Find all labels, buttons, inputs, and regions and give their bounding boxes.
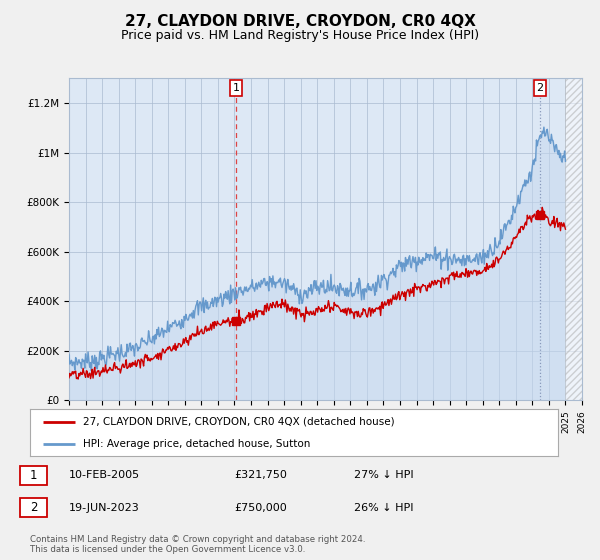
Text: Contains HM Land Registry data © Crown copyright and database right 2024.
This d: Contains HM Land Registry data © Crown c… <box>30 535 365 554</box>
Text: 1: 1 <box>233 83 239 93</box>
Text: £321,750: £321,750 <box>234 470 287 480</box>
Text: HPI: Average price, detached house, Sutton: HPI: Average price, detached house, Sutt… <box>83 438 310 449</box>
Text: £750,000: £750,000 <box>234 503 287 513</box>
Text: 2: 2 <box>30 501 37 515</box>
Text: 27, CLAYDON DRIVE, CROYDON, CR0 4QX: 27, CLAYDON DRIVE, CROYDON, CR0 4QX <box>125 14 475 29</box>
Text: 27% ↓ HPI: 27% ↓ HPI <box>354 470 413 480</box>
Text: 2: 2 <box>536 83 544 93</box>
Text: 26% ↓ HPI: 26% ↓ HPI <box>354 503 413 513</box>
Text: 27, CLAYDON DRIVE, CROYDON, CR0 4QX (detached house): 27, CLAYDON DRIVE, CROYDON, CR0 4QX (det… <box>83 417 394 427</box>
Bar <box>565 78 582 400</box>
Text: 10-FEB-2005: 10-FEB-2005 <box>69 470 140 480</box>
Text: 1: 1 <box>30 469 37 482</box>
Text: 19-JUN-2023: 19-JUN-2023 <box>69 503 140 513</box>
Text: Price paid vs. HM Land Registry's House Price Index (HPI): Price paid vs. HM Land Registry's House … <box>121 29 479 42</box>
